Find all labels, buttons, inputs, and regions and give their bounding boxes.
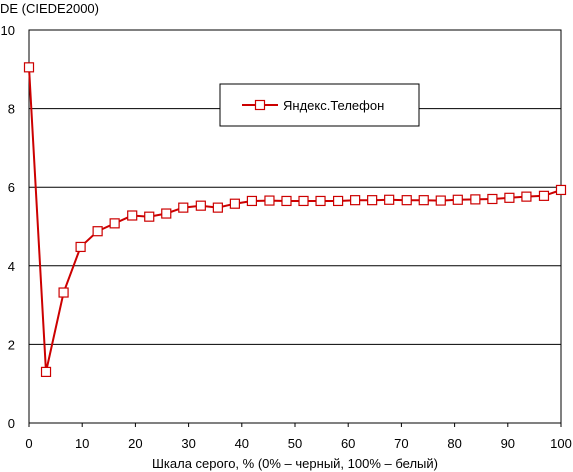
- data-point: [23, 62, 35, 73]
- data-point: [367, 195, 378, 206]
- x-tick-label: 20: [128, 436, 142, 451]
- data-point: [212, 202, 223, 213]
- data-point: [384, 194, 395, 205]
- data-point: [161, 208, 172, 219]
- x-axis-title: Шкала серого, % (0% – черный, 100% – бел…: [152, 456, 438, 471]
- x-tick-label: 0: [25, 436, 32, 451]
- y-tick-label: 10: [1, 23, 15, 38]
- data-point: [555, 184, 567, 196]
- x-tick-label: 50: [288, 436, 302, 451]
- series-layer: [23, 62, 567, 378]
- data-point: [58, 287, 69, 298]
- data-point: [452, 194, 463, 205]
- x-tick-label: 10: [75, 436, 89, 451]
- data-point: [178, 202, 189, 213]
- data-point: [109, 218, 120, 229]
- y-tick-label: 6: [8, 180, 15, 195]
- data-point: [487, 193, 498, 205]
- data-point: [401, 195, 412, 206]
- x-tick-labels: 0 10 20 30 40 50 60 70 80 90 100: [25, 423, 572, 451]
- x-tick-label: 60: [341, 436, 355, 451]
- data-point: [144, 211, 155, 222]
- data-point: [435, 195, 446, 206]
- data-point: [246, 195, 258, 207]
- data-point: [40, 366, 52, 378]
- y-tick-label: 2: [8, 337, 15, 352]
- legend-marker: [254, 99, 266, 111]
- data-point: [229, 198, 240, 209]
- data-point: [538, 190, 550, 201]
- data-point: [75, 241, 86, 253]
- x-tick-label: 90: [501, 436, 515, 451]
- data-point: [332, 195, 344, 207]
- x-tick-label: 70: [394, 436, 408, 451]
- data-point: [281, 195, 292, 207]
- y-tick-label: 8: [8, 102, 15, 117]
- legend: Яндекс.Телефон: [219, 83, 420, 127]
- x-tick-label: 80: [447, 436, 461, 451]
- data-point: [127, 210, 138, 221]
- data-point: [264, 195, 275, 206]
- y-tick-label: 0: [8, 416, 15, 431]
- y-axis-title: DE (CIEDE2000): [0, 1, 99, 16]
- data-point: [418, 195, 429, 206]
- data-point: [298, 195, 309, 207]
- legend-label: Яндекс.Телефон: [283, 98, 384, 113]
- y-tick-label: 4: [8, 259, 15, 274]
- x-tick-label: 40: [235, 436, 249, 451]
- data-point: [470, 194, 481, 205]
- y-tick-labels: 0 2 4 6 8 10: [1, 23, 15, 431]
- data-point: [504, 192, 515, 203]
- data-point: [521, 191, 532, 202]
- data-point: [315, 195, 326, 207]
- data-point: [92, 226, 103, 237]
- x-tick-label: 100: [550, 436, 572, 451]
- x-tick-label: 30: [181, 436, 195, 451]
- data-point: [350, 195, 361, 206]
- data-point: [195, 200, 206, 211]
